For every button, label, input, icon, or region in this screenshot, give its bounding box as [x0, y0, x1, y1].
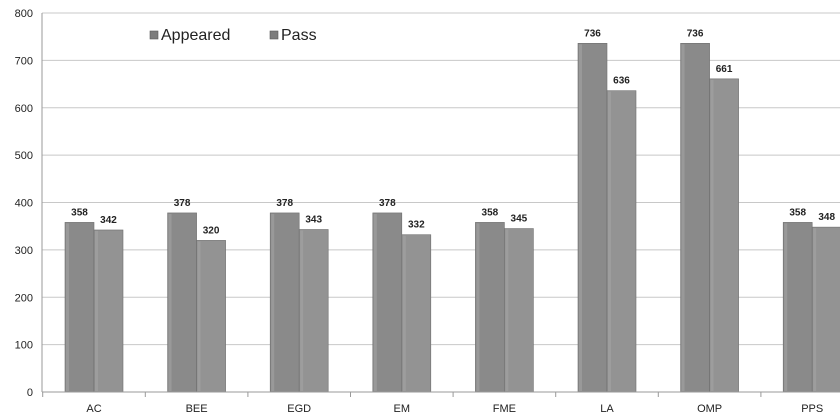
- data-label: 378: [276, 198, 293, 209]
- bar-pass-la: [606, 90, 637, 393]
- data-label: 661: [716, 64, 733, 75]
- data-label: 378: [379, 198, 396, 209]
- bar-appeared-omp: [680, 43, 710, 393]
- x-category-label: FME: [493, 403, 516, 415]
- bar-highlight: [300, 230, 304, 391]
- legend-swatch-appeared: [149, 30, 159, 40]
- bar-appeared-la: [577, 43, 608, 393]
- y-tick-label: 400: [15, 198, 33, 210]
- data-label: 358: [482, 207, 499, 218]
- data-label: 332: [408, 220, 425, 231]
- data-label: 345: [511, 214, 528, 225]
- data-label: 320: [203, 225, 220, 236]
- bar-highlight: [608, 91, 611, 391]
- y-tick-label: 800: [15, 8, 33, 20]
- x-category-label: PPS: [801, 403, 823, 415]
- legend: Appeared Pass: [149, 27, 317, 44]
- bar-pass-fme: [504, 228, 534, 393]
- x-category-label: EGD: [287, 403, 311, 415]
- data-label: 358: [71, 207, 88, 218]
- bar-pass-bee: [196, 240, 226, 393]
- bar-pass-em: [401, 234, 432, 393]
- bar-highlight: [784, 223, 788, 391]
- data-label: 636: [613, 76, 630, 87]
- x-category-label: BEE: [186, 403, 208, 415]
- y-tick-label: 700: [15, 55, 33, 67]
- data-label: 736: [687, 28, 704, 39]
- y-axis: 0 100 200 300 400 500 600 700 800: [15, 8, 43, 399]
- y-tick-label: 200: [15, 292, 33, 304]
- y-tick-label: 0: [27, 387, 33, 399]
- bar-appeared-pps: [782, 222, 813, 393]
- bar-highlight: [579, 44, 582, 391]
- bar-appeared-ac: [64, 222, 95, 393]
- legend-label-pass: Pass: [281, 27, 317, 44]
- bar-appeared-egd: [269, 212, 300, 393]
- bar-highlight: [505, 229, 509, 391]
- bars: 358 342 378 320 378 343 378 332 358 345 736 636 736 6…: [64, 28, 840, 393]
- bar-highlight: [95, 230, 98, 391]
- bar-pass-ac: [93, 229, 124, 393]
- x-category-label: AC: [86, 403, 101, 415]
- x-category-label: EM: [394, 403, 411, 415]
- bar-highlight: [476, 223, 480, 391]
- legend-label-appeared: Appeared: [161, 27, 230, 44]
- bar-highlight: [271, 213, 275, 391]
- bar-appeared-em: [372, 212, 403, 393]
- y-tick-label: 100: [15, 340, 33, 352]
- bar-appeared-bee: [167, 212, 197, 393]
- x-category-label: OMP: [697, 403, 722, 415]
- data-label: 736: [584, 28, 601, 39]
- bar-pass-omp: [709, 78, 739, 393]
- bar-highlight: [197, 241, 201, 391]
- legend-swatch-pass: [269, 30, 279, 40]
- bar-pass-pps: [811, 226, 840, 393]
- bar-highlight: [66, 223, 69, 391]
- bar-highlight: [681, 44, 685, 391]
- bar-highlight: [813, 228, 817, 391]
- data-label: 378: [174, 198, 191, 209]
- bar-highlight: [168, 213, 172, 391]
- bar-appeared-fme: [475, 222, 505, 393]
- bar-pass-egd: [298, 229, 329, 393]
- y-tick-label: 500: [15, 150, 33, 162]
- bar-highlight: [373, 213, 377, 391]
- data-label: 348: [818, 212, 835, 223]
- y-tick-label: 300: [15, 245, 33, 257]
- bar-highlight: [710, 79, 714, 391]
- x-axis: AC BEE EGD EM FME LA OMP PPS: [42, 391, 840, 415]
- y-tick-label: 600: [15, 103, 33, 115]
- data-label: 343: [305, 215, 322, 226]
- data-label: 358: [789, 207, 806, 218]
- x-category-label: LA: [600, 403, 614, 415]
- data-label: 342: [100, 215, 117, 226]
- bar-highlight: [402, 235, 406, 391]
